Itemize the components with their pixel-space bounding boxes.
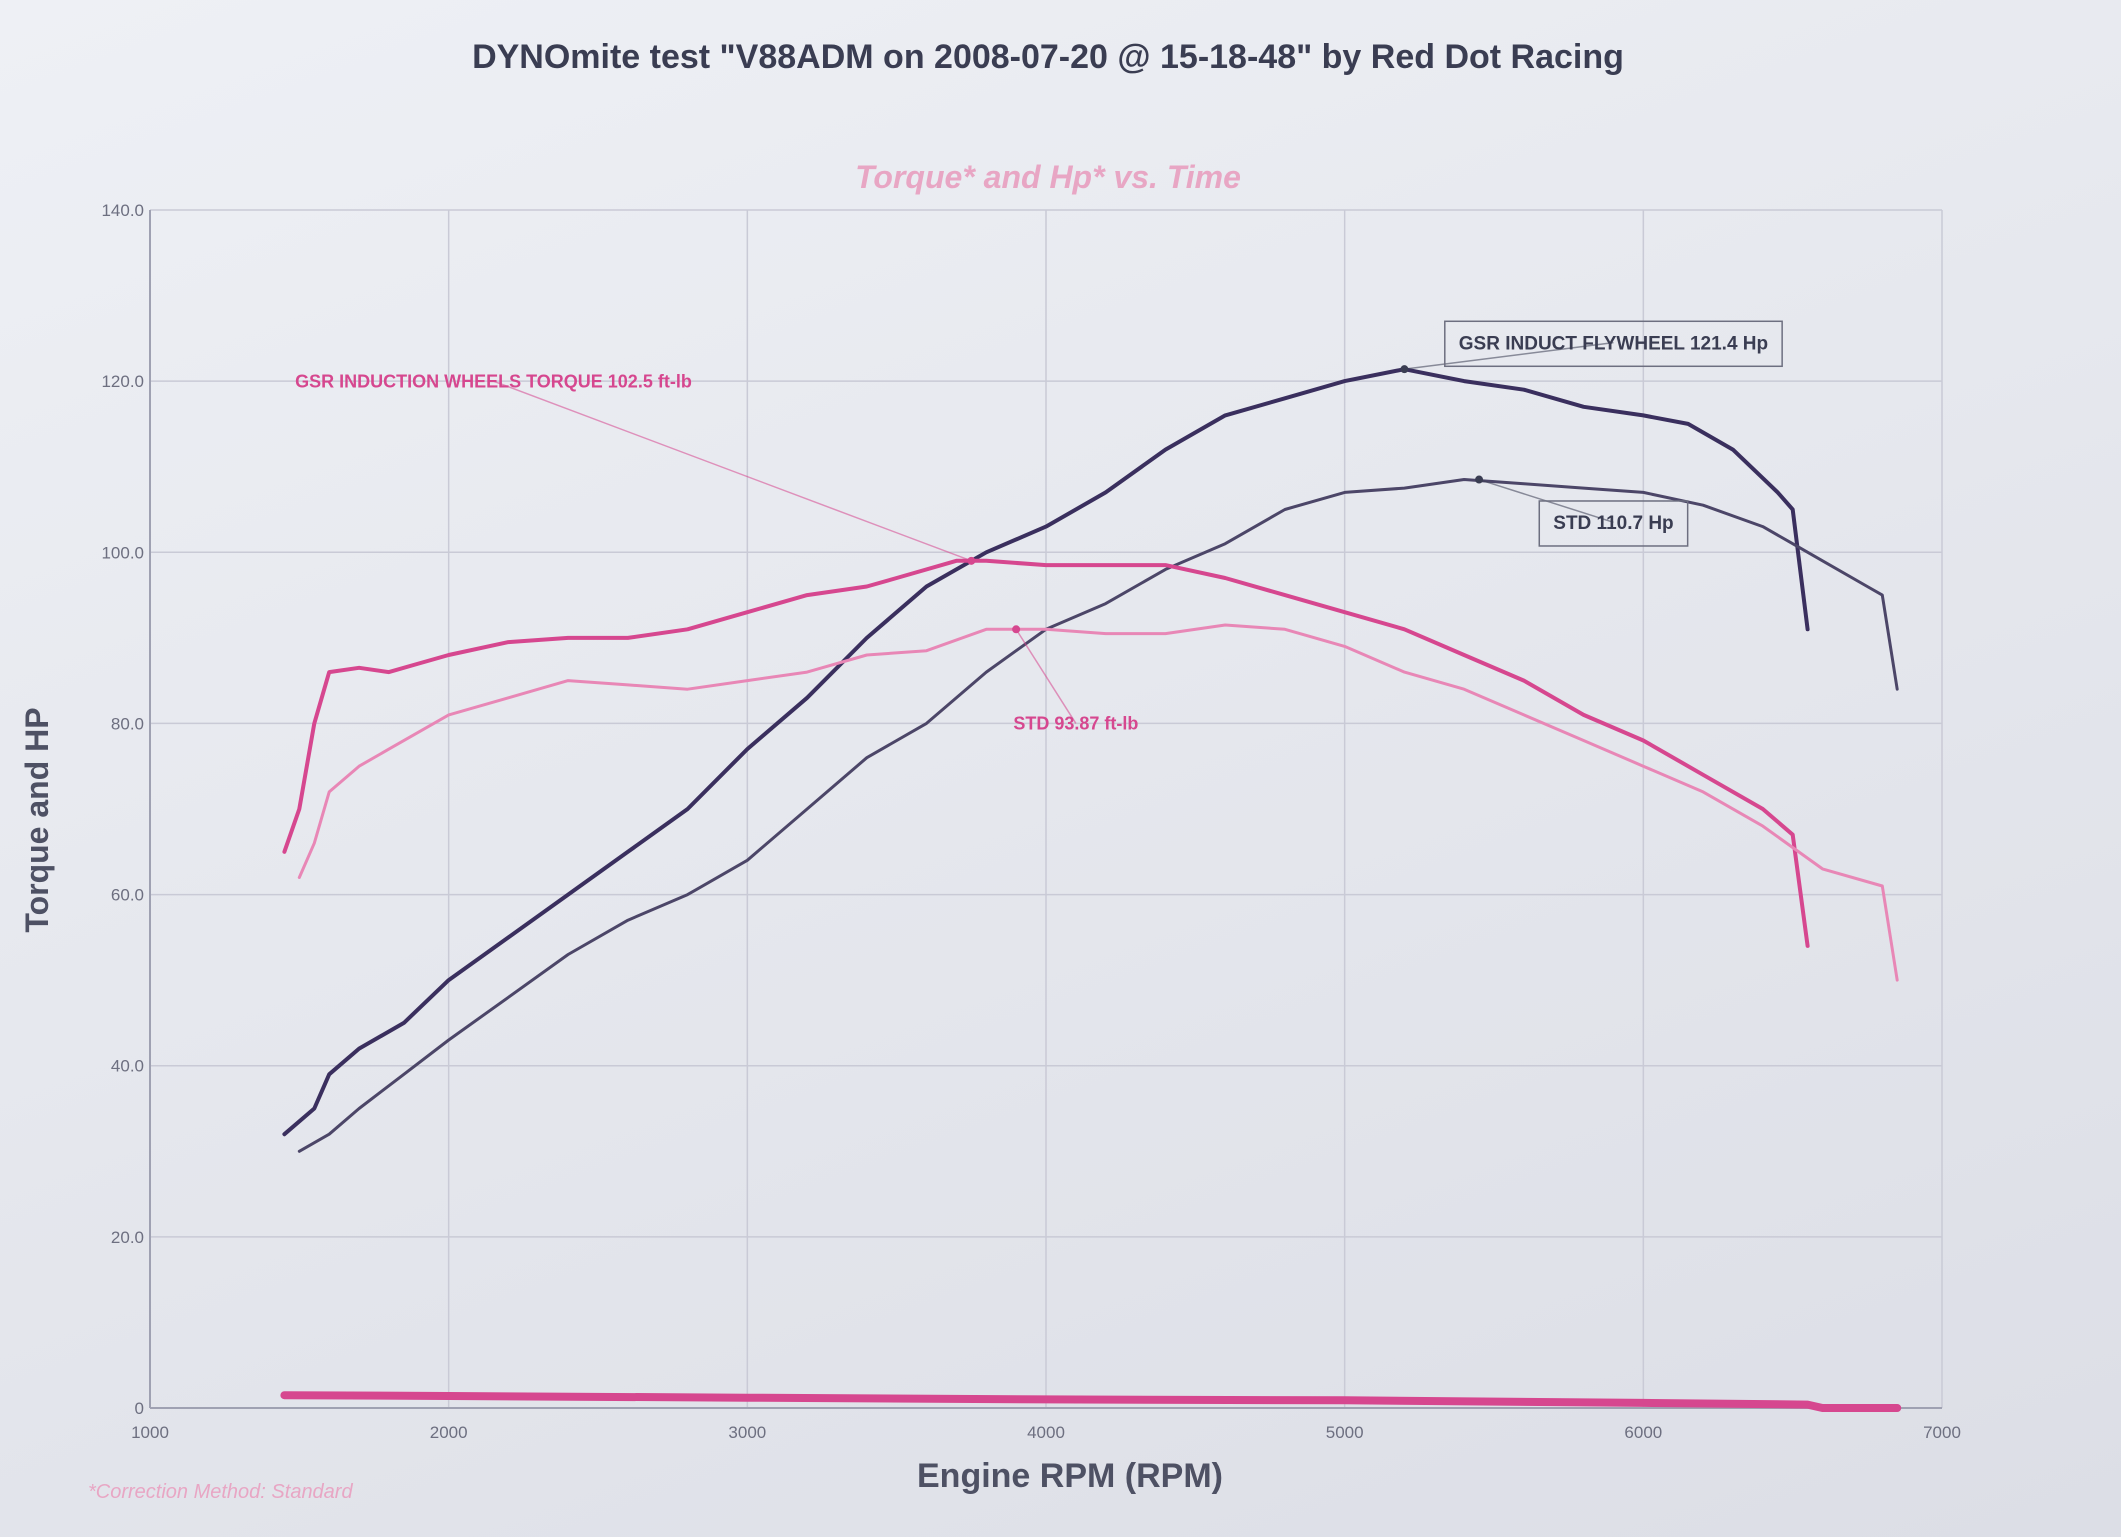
annotation-label-4: STD 93.87 ft-lb [1013, 714, 1138, 734]
annotation-label-1: GSR INDUCT FLYWHEEL 121.4 Hp [1459, 333, 1768, 354]
x-tick-label: 4000 [1027, 1423, 1065, 1442]
x-axis-label: Engine RPM (RPM) [917, 1457, 1223, 1495]
series-line-1 [282, 367, 1810, 1137]
y-tick-label: 100.0 [101, 543, 144, 562]
series-line-5 [280, 1391, 1902, 1412]
annotation-marker [967, 556, 976, 565]
chart-title: DYNOmite test "V88ADM on 2008-07-20 @ 15… [472, 38, 1624, 76]
x-tick-label: 7000 [1923, 1423, 1961, 1442]
annotation-box [1444, 320, 1783, 368]
correction-footnote: *Correction Method: Standard [88, 1481, 353, 1503]
grid [149, 209, 1943, 1409]
y-axis-label: Torque and HP [19, 707, 55, 932]
annotations: GSR INDUCT FLYWHEEL 121.4 Hp STD 110.7 Hp… [295, 320, 1783, 734]
series-line-4 [297, 623, 1899, 982]
annotation-label-3: GSR INDUCTION WHEELS TORQUE 102.5 ft-lb [295, 371, 692, 391]
x-tick-label: 6000 [1624, 1423, 1662, 1442]
series-line-3 [282, 558, 1810, 948]
x-tick-label: 3000 [728, 1423, 766, 1442]
x-tick-label: 1000 [131, 1423, 169, 1442]
tick-labels: 0 20.0 40.0 60.0 80.0 100.0 120.0 140.0 1000 2000… [101, 201, 1960, 1442]
annotation-leader [1404, 341, 1614, 370]
annotation-label-2: STD 110.7 Hp [1553, 513, 1673, 534]
y-tick-label: 20.0 [111, 1228, 144, 1247]
y-tick-label: 140.0 [101, 201, 144, 220]
annotation-leader [1015, 628, 1077, 724]
y-tick-label: 80.0 [111, 714, 144, 733]
x-tick-label: 2000 [430, 1423, 468, 1442]
x-tick-label: 5000 [1326, 1423, 1364, 1442]
annotation-marker [1012, 625, 1021, 634]
chart-subtitle: Torque* and Hp* vs. Time [855, 159, 1241, 195]
series-line-2 [297, 478, 1899, 1153]
annotation-marker [1400, 365, 1409, 374]
series-layer [280, 367, 1902, 1412]
y-tick-label: 60.0 [111, 886, 144, 905]
annotation-box [1538, 500, 1689, 547]
y-tick-label: 0 [135, 1399, 144, 1418]
annotation-leader [493, 380, 972, 562]
annotation-marker [1475, 475, 1484, 484]
y-tick-label: 120.0 [101, 372, 144, 391]
y-tick-label: 40.0 [111, 1057, 144, 1076]
